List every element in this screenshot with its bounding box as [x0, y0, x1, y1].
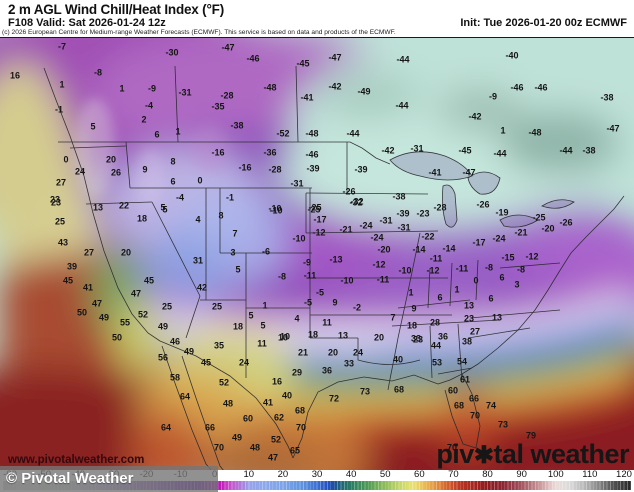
map-canvas	[0, 37, 634, 471]
logo-text-post: tal weather	[493, 439, 629, 469]
colorbar-tick: 40	[345, 469, 357, 480]
colorbar-tick: 90	[516, 469, 527, 480]
colorbar	[3, 481, 631, 490]
ecmwf-copyright: (c) 2026 European Centre for Medium-rang…	[2, 29, 396, 36]
weather-field	[0, 38, 634, 471]
header: 2 m AGL Wind Chill/Heat Index (°F) F108 …	[0, 0, 634, 37]
colorbar-segments	[3, 481, 631, 490]
colorbar-tick: 60	[414, 469, 425, 480]
colorbar-tick: 50	[379, 469, 391, 480]
colorbar-tick: 30	[311, 469, 323, 480]
colorbar-tick: 120	[616, 469, 632, 480]
state-borders	[43, 65, 625, 471]
colorbar-tick: 80	[482, 469, 493, 480]
colorbar-tick: 100	[547, 469, 564, 480]
colorbar-tick: 70	[448, 469, 459, 480]
colorbar-tick: 20	[277, 469, 289, 480]
map-title: 2 m AGL Wind Chill/Heat Index (°F)	[8, 2, 224, 17]
valid-time: F108 Valid: Sat 2026-01-24 12z	[8, 17, 166, 29]
colorbar-tick: 10	[243, 469, 255, 480]
colorbar-tick: 110	[582, 469, 598, 480]
logo-text-pre: piv	[436, 439, 474, 469]
pivotal-weather-logo: piv✱tal weather	[436, 439, 629, 470]
watermark-copyright: © Pivotal Weather	[0, 466, 218, 492]
watermark-url: www.pivotalweather.com	[8, 454, 145, 466]
init-time: Init: Tue 2026-01-20 00z ECMWF	[460, 17, 627, 29]
pinwheel-icon: ✱	[473, 442, 494, 469]
